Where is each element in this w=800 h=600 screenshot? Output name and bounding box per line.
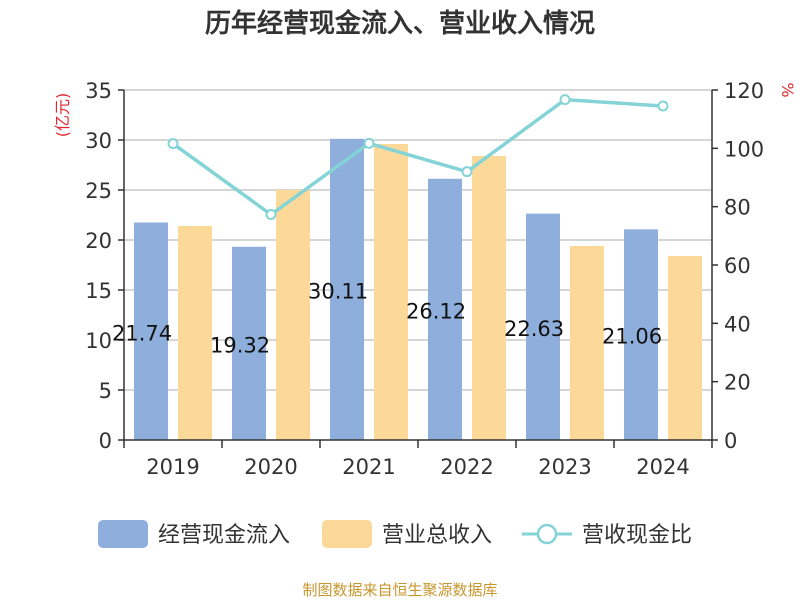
y-left-tick-label: 15 xyxy=(85,279,112,303)
bar-cash-inflow xyxy=(232,246,266,440)
grid xyxy=(124,89,712,391)
source-note: 制图数据来自恒生聚源数据库 xyxy=(302,581,497,599)
y-right-tick-label: 100 xyxy=(724,137,764,161)
data-label: 19.323 xyxy=(210,333,283,357)
legend-label-revenue: 营业总收入 xyxy=(382,523,492,548)
legend-swatch-cash-inflow xyxy=(98,520,148,548)
bar-cash-inflow xyxy=(330,138,364,440)
data-label: 21.749 xyxy=(112,321,185,345)
x-tick-label: 2024 xyxy=(636,455,689,479)
bar-revenue xyxy=(374,144,408,440)
y-right-axis-label: % xyxy=(778,82,797,97)
data-labels: 21.749 19.323 30.117 26.122 22.636 21.066 xyxy=(112,279,675,357)
x-tick-label: 2019 xyxy=(146,455,199,479)
data-label: 22.636 xyxy=(504,317,577,341)
y-left-tick-label: 5 xyxy=(99,379,112,403)
legend-label-ratio: 营收现金比 xyxy=(582,523,692,548)
ratio-point xyxy=(559,94,571,106)
ratio-point xyxy=(265,209,277,221)
y-right-tick-label: 40 xyxy=(724,312,751,336)
y-left-tick-label: 20 xyxy=(85,229,112,253)
data-label: 21.066 xyxy=(602,325,675,349)
bar-revenue xyxy=(668,256,702,440)
bar-revenue xyxy=(276,190,310,440)
bar-cash-inflow xyxy=(428,178,462,440)
legend-label-cash-inflow: 经营现金流入 xyxy=(158,523,290,548)
x-tick-label: 2023 xyxy=(538,455,591,479)
bar-cash-inflow xyxy=(624,229,658,440)
data-label: 30.117 xyxy=(308,279,381,303)
bars xyxy=(134,138,702,440)
x-tick-label: 2020 xyxy=(244,455,297,479)
legend-marker-ratio xyxy=(536,523,558,545)
y-right-tick-label: 0 xyxy=(724,429,737,453)
ratio-point xyxy=(657,100,669,112)
ratio-point xyxy=(461,166,473,178)
bar-cash-inflow xyxy=(526,213,560,440)
y-left-axis-label: (亿元) xyxy=(53,93,72,138)
y-left-tick-label: 35 xyxy=(85,79,112,103)
data-label: 26.122 xyxy=(406,299,479,323)
y-left-tick-label: 0 xyxy=(99,429,112,453)
y-right-tick-label: 60 xyxy=(724,254,751,278)
legend: 经营现金流入 营业总收入 营收现金比 xyxy=(98,520,692,548)
y-left-tick-label: 10 xyxy=(85,329,112,353)
bar-revenue xyxy=(472,156,506,440)
y-left-tick-label: 30 xyxy=(85,129,112,153)
ratio-point xyxy=(167,138,179,150)
y-left-tick-label: 25 xyxy=(85,179,112,203)
x-tick-label: 2022 xyxy=(440,455,493,479)
ratio-point xyxy=(363,137,375,149)
bar-cash-inflow xyxy=(134,222,168,440)
legend-swatch-revenue xyxy=(322,520,372,548)
ratio-line-path xyxy=(171,97,664,217)
y-right-tick-label: 20 xyxy=(724,371,751,395)
x-tick-label: 2021 xyxy=(342,455,395,479)
axes xyxy=(118,89,718,448)
bar-revenue xyxy=(178,226,212,440)
chart-title: 历年经营现金流入、营业收入情况 xyxy=(205,8,595,39)
ratio-line xyxy=(167,94,669,221)
tick-labels: 0 5 10 15 20 25 30 35 0 20 40 60 80 100 120 2019 2020 202… xyxy=(85,79,764,479)
bar-revenue xyxy=(570,246,604,440)
y-right-tick-label: 80 xyxy=(724,196,751,220)
y-right-tick-label: 120 xyxy=(724,79,764,103)
